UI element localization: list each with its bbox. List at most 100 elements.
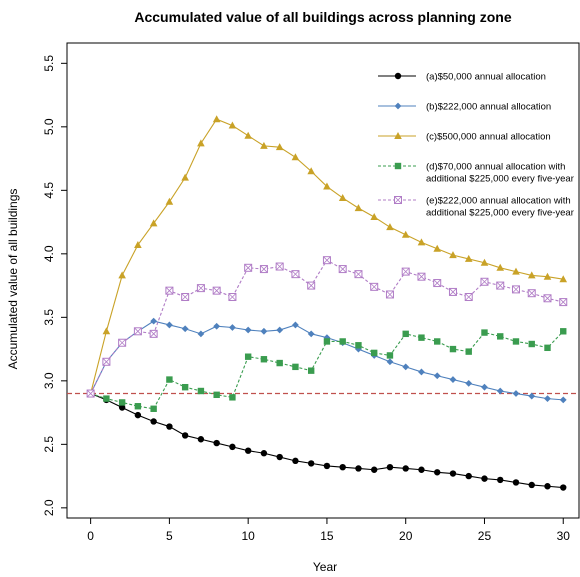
data-point <box>497 476 504 484</box>
marker-cross <box>543 294 552 303</box>
marker-cross <box>512 285 520 294</box>
data-point <box>212 115 221 123</box>
marker-cross <box>386 290 394 299</box>
data-point <box>370 282 379 291</box>
marker-cross <box>527 289 536 297</box>
data-point <box>543 294 552 303</box>
data-point <box>449 470 457 477</box>
data-point <box>103 395 110 402</box>
data-point <box>150 317 158 325</box>
data-point <box>260 356 268 363</box>
data-point <box>292 363 299 371</box>
marker-cross <box>338 265 347 273</box>
marker-cross <box>464 293 473 301</box>
data-point <box>323 338 331 345</box>
y-tick-label: 4.0 <box>42 245 56 262</box>
data-point <box>291 153 300 161</box>
marker-cross <box>291 270 300 278</box>
y-tick-label: 3.5 <box>42 309 56 326</box>
axis-ticks: 0 5 10 15 20 25 30 2.0 2.5 3.0 3.5 4.0 4.5 5.0 5.5 <box>42 55 570 543</box>
data-point <box>244 131 252 139</box>
data-point <box>559 275 568 283</box>
data-point <box>213 439 220 447</box>
data-point <box>150 405 157 412</box>
data-point <box>149 329 158 338</box>
data-point <box>449 251 457 259</box>
data-point <box>228 293 237 302</box>
data-point <box>291 270 300 279</box>
data-point <box>307 460 315 467</box>
legend-marker <box>394 102 402 110</box>
marker-cross <box>275 262 284 271</box>
data-point <box>213 322 221 330</box>
data-point <box>322 256 331 265</box>
x-tick-label: 30 <box>557 529 571 543</box>
data-point <box>244 326 252 334</box>
legend-label-line: (e)$222,000 annual allocation with <box>426 196 571 207</box>
legend-label: (c)$500,000 annual allocation <box>426 132 551 143</box>
y-tick-label: 3.0 <box>42 372 56 389</box>
data-point <box>244 447 252 454</box>
legend-marker <box>394 196 402 204</box>
data-point <box>102 357 111 366</box>
data-point <box>339 338 346 345</box>
data-point <box>559 298 568 307</box>
legend-item-4: (e)$222,000 annual allocation with additi… <box>378 196 574 219</box>
data-point <box>402 363 410 371</box>
data-point <box>386 463 394 471</box>
data-point <box>307 167 315 175</box>
data-point <box>102 327 111 335</box>
data-point <box>212 286 221 295</box>
data-point <box>150 418 157 425</box>
x-tick-label: 0 <box>87 529 94 543</box>
data-point <box>480 277 489 286</box>
data-point <box>134 411 142 419</box>
data-point <box>465 379 473 387</box>
legend-label: (d)$70,000 annual allocation with additio… <box>426 162 574 185</box>
x-tick-label: 5 <box>166 529 173 543</box>
marker-cross <box>260 265 268 273</box>
data-point <box>244 353 252 360</box>
marker-cross <box>244 264 252 272</box>
data-point <box>559 396 567 404</box>
data-point <box>560 328 567 335</box>
data-point <box>292 321 299 329</box>
series-line <box>90 259 564 394</box>
marker-cross <box>323 256 331 264</box>
data-point <box>213 391 220 399</box>
data-point <box>307 281 316 290</box>
data-point <box>165 286 174 295</box>
data-point <box>528 392 536 400</box>
data-point <box>133 327 142 336</box>
chart-title: Accumulated value of all buildings acros… <box>134 9 512 25</box>
data-point <box>292 457 299 465</box>
data-point <box>118 338 127 347</box>
x-tick-label: 20 <box>399 529 413 543</box>
y-tick-label: 2.0 <box>42 499 56 516</box>
data-point <box>464 254 473 262</box>
data-point <box>402 465 409 472</box>
marker-cross <box>102 358 111 366</box>
data-point <box>339 463 346 471</box>
data-point <box>465 348 472 355</box>
y-tick-label: 5.5 <box>42 55 56 72</box>
data-point <box>481 383 488 391</box>
marker-cross <box>370 283 378 291</box>
marker-cross <box>181 293 189 301</box>
data-point <box>149 219 158 227</box>
marker-cross <box>212 286 221 295</box>
marker-cross <box>86 389 95 398</box>
data-point <box>496 263 505 271</box>
legend-label-line: additional $225,000 every five-year <box>426 208 574 219</box>
marker-cross <box>417 272 426 281</box>
data-point <box>118 399 126 406</box>
data-point <box>512 338 520 345</box>
data-point <box>307 330 315 338</box>
y-axis-label: Accumulated value of all buildings <box>6 189 20 370</box>
data-point <box>544 344 551 352</box>
marker-cross <box>401 267 410 276</box>
legend-marker <box>394 72 402 80</box>
data-point <box>275 143 284 151</box>
data-point <box>229 394 236 401</box>
